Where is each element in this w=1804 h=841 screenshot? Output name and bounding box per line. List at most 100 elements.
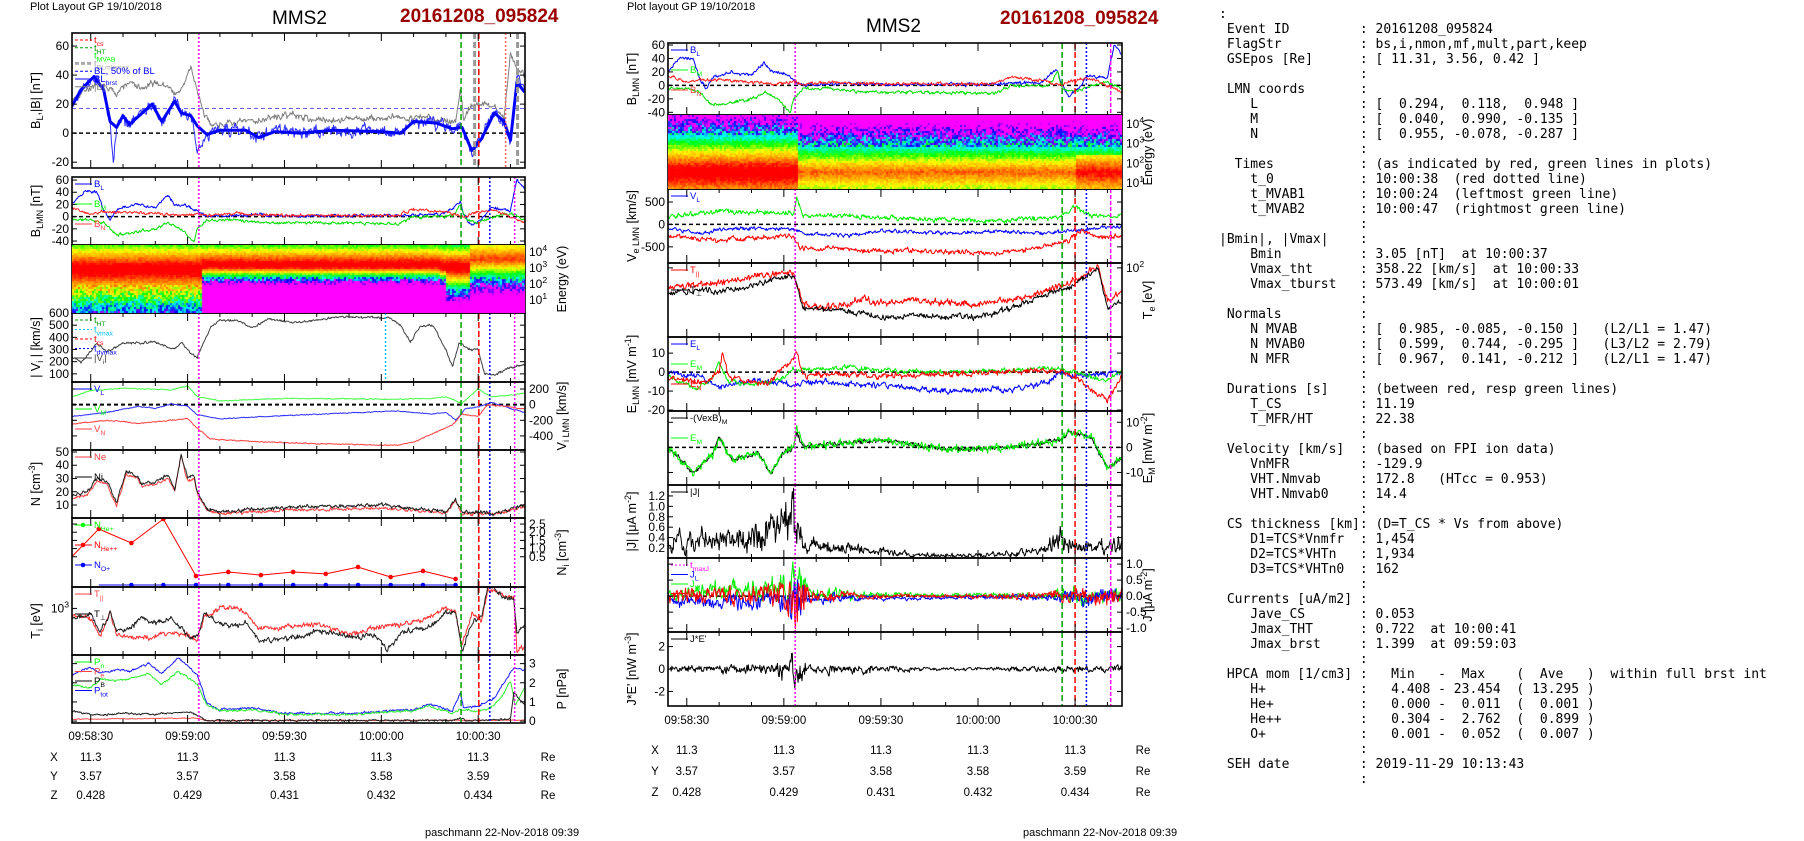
separator: : [1359, 772, 1376, 787]
legend-label: EM [690, 433, 702, 446]
y-tick-label: 20 [652, 65, 666, 79]
x-tick-label: 09:59:30 [859, 715, 904, 727]
y-tick-label: 500 [645, 195, 665, 209]
summary-row: Jmax_brst: 1.399 at 09:59:03 [1219, 637, 1767, 652]
legend-item: tcs [75, 334, 104, 347]
summary-row: Velocity [km/s]: (based on FPI ion data) [1219, 442, 1767, 457]
y-tick-label: 1 [529, 695, 536, 709]
summary-row: VnMFR: -129.9 [1219, 457, 1767, 472]
summary-row: : [1219, 367, 1767, 382]
summary-value: 0.000 - 0.011 ( 0.001 ) [1375, 697, 1595, 712]
y-tick-label: 60 [56, 39, 70, 53]
y-tick-label: 300 [49, 343, 69, 357]
summary-value: [ 0.294, 0.118, 0.948 ] [1375, 97, 1580, 112]
summary-key: CS thickness [km] [1219, 517, 1360, 532]
legend-label: JL [690, 570, 699, 583]
y-tick-label: 103 [529, 259, 547, 275]
legend-label: VL [94, 384, 104, 397]
legend-item: JM [671, 579, 701, 592]
y-tick-label: 102 [1126, 259, 1144, 275]
y-tick-label: 2 [529, 676, 536, 690]
summary-row: GSEpos [Re]: [ 11.31, 3.56, 0.42 ] [1219, 52, 1767, 67]
separator: : [1359, 112, 1376, 127]
position-value: 0.432 [367, 790, 396, 802]
separator: : [1359, 637, 1376, 652]
y-tick-label: 30 [56, 471, 70, 485]
summary-key: Normals [1219, 307, 1282, 322]
y-axis-label: BLMN [nT] [29, 185, 45, 237]
y-tick-label: 104 [1126, 115, 1144, 131]
position-value: 0.432 [964, 787, 993, 799]
y-tick-label: 3 [529, 657, 536, 671]
legend-item: T|| [75, 589, 104, 602]
summary-row: SEH date: 2019-11-29 10:13:43 [1219, 757, 1767, 772]
legend-item: JN [671, 589, 700, 602]
separator: : [1359, 742, 1376, 757]
legend-label: |J| [690, 487, 700, 498]
y-tick-label: 200 [529, 382, 549, 396]
legend-label: tMVAB [94, 51, 116, 64]
summary-key: Jmax_THT [1219, 622, 1313, 637]
summary-row: : [1219, 742, 1767, 757]
summary-row: VHT.Nmvab0: 14.4 [1219, 487, 1767, 502]
summary-value: 22.38 [1375, 412, 1415, 427]
summary-value: [ 0.040, 0.990, -0.135 ] [1375, 112, 1580, 127]
summary-value: 1.399 at 09:59:03 [1375, 637, 1517, 652]
summary-value: (between red, resp green lines) [1375, 382, 1619, 397]
separator: : [1359, 697, 1376, 712]
y-tick-label: -200 [529, 413, 553, 427]
separator: : [1359, 262, 1376, 277]
summary-key: t_MVAB1 [1219, 187, 1306, 202]
summary-key: Vmax_tht [1219, 262, 1313, 277]
separator: : [1359, 547, 1376, 562]
legend-label: EN [690, 379, 701, 392]
position-value: 11.3 [676, 745, 698, 757]
separator: : [1359, 367, 1376, 382]
position-value: 3.58 [370, 771, 392, 783]
y-tick-label: 60 [56, 173, 70, 187]
legend-label: BN [94, 219, 105, 232]
separator: : [1359, 292, 1376, 307]
series-|Vi| [72, 315, 525, 376]
legend-label: T⊥ [94, 609, 106, 622]
legend-item: Pn [75, 657, 104, 670]
separator: : [1359, 727, 1376, 742]
summary-row: L: [ 0.294, 0.118, 0.948 ] [1219, 97, 1767, 112]
data-point [225, 582, 231, 587]
summary-row: HPCA mom [1/cm3]: Min - Max ( Ave ) with… [1219, 667, 1767, 682]
summary-value: [ 11.31, 3.56, 0.42 ] [1375, 52, 1540, 67]
legend-item: VN [75, 424, 105, 437]
separator: : [1359, 517, 1376, 532]
summary-value: Min - Max ( Ave ) within full brst int [1375, 667, 1767, 682]
y-axis-label: | Vi | [km/s] [29, 317, 45, 378]
y-axis-label: J*E' [nW m-3] [623, 633, 639, 706]
y-tick-label: -0.5 [1126, 605, 1147, 619]
legend-label: VL [690, 191, 700, 204]
summary-row: Times: (as indicated by red, green lines… [1219, 157, 1767, 172]
y-tick-label: 102 [529, 275, 547, 291]
summary-value: 20161208_095824 [1375, 22, 1493, 37]
panel-frame [667, 262, 1123, 338]
position-row-label: X [651, 745, 659, 757]
legend-item: Ni [75, 472, 103, 483]
series-Tepar [668, 264, 1122, 312]
ve-lmn-panel: -500 0 500 Ve LMN [km/s] VL [625, 188, 1123, 264]
y-tick-label: 0 [658, 662, 665, 676]
y-tick-label: 1.0 [648, 499, 665, 513]
series-|J| [668, 487, 1122, 558]
position-value: 11.3 [177, 752, 199, 764]
summary-key: VnMFR [1219, 457, 1290, 472]
summary-key: Jave_CS [1219, 607, 1306, 622]
y-axis-label: BLMN [nT] [625, 53, 641, 105]
data-point [129, 540, 134, 546]
y-axis-label: Energy (eV) [1141, 119, 1155, 186]
legend-item: tBLminmax [75, 58, 129, 71]
summary-row: N: [ 0.955, -0.078, -0.287 ] [1219, 127, 1767, 142]
y-tick-label: -20 [52, 222, 70, 236]
position-value: 0.428 [672, 787, 701, 799]
separator: : [1359, 622, 1376, 637]
legend-label: BN [690, 85, 701, 98]
separator: : [1359, 97, 1376, 112]
mid-footer: paschmann 22-Nov-2018 09:39 [1023, 827, 1178, 839]
y-tick-label: -10 [648, 384, 666, 398]
